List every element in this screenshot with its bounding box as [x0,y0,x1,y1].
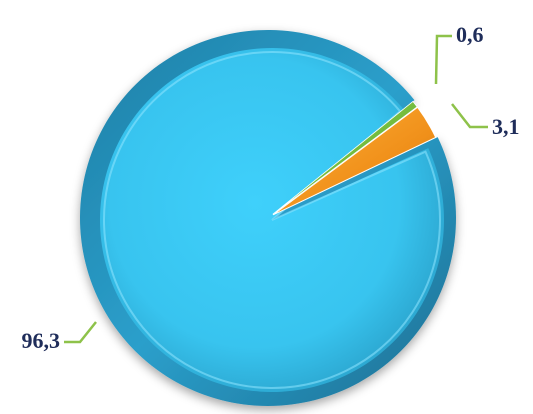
slice-0-6 [272,100,418,215]
leader-3-1 [451,103,488,129]
pie-slices [80,30,457,407]
slice-3-1 [272,106,437,216]
data-label-96-3: 96,3 [22,328,61,353]
data-label-3-1: 3,1 [492,114,520,139]
pie-labels: 0,6 3,1 96,3 [22,22,520,353]
leader-0-6 [434,34,452,85]
slice-96-3-highlight [103,51,441,389]
leader-96-3 [64,321,97,344]
data-label-0-6: 0,6 [456,22,484,47]
